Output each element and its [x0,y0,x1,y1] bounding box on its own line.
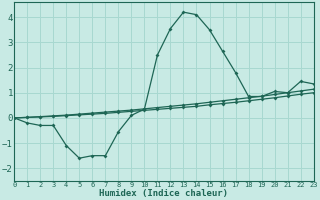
X-axis label: Humidex (Indice chaleur): Humidex (Indice chaleur) [100,189,228,198]
